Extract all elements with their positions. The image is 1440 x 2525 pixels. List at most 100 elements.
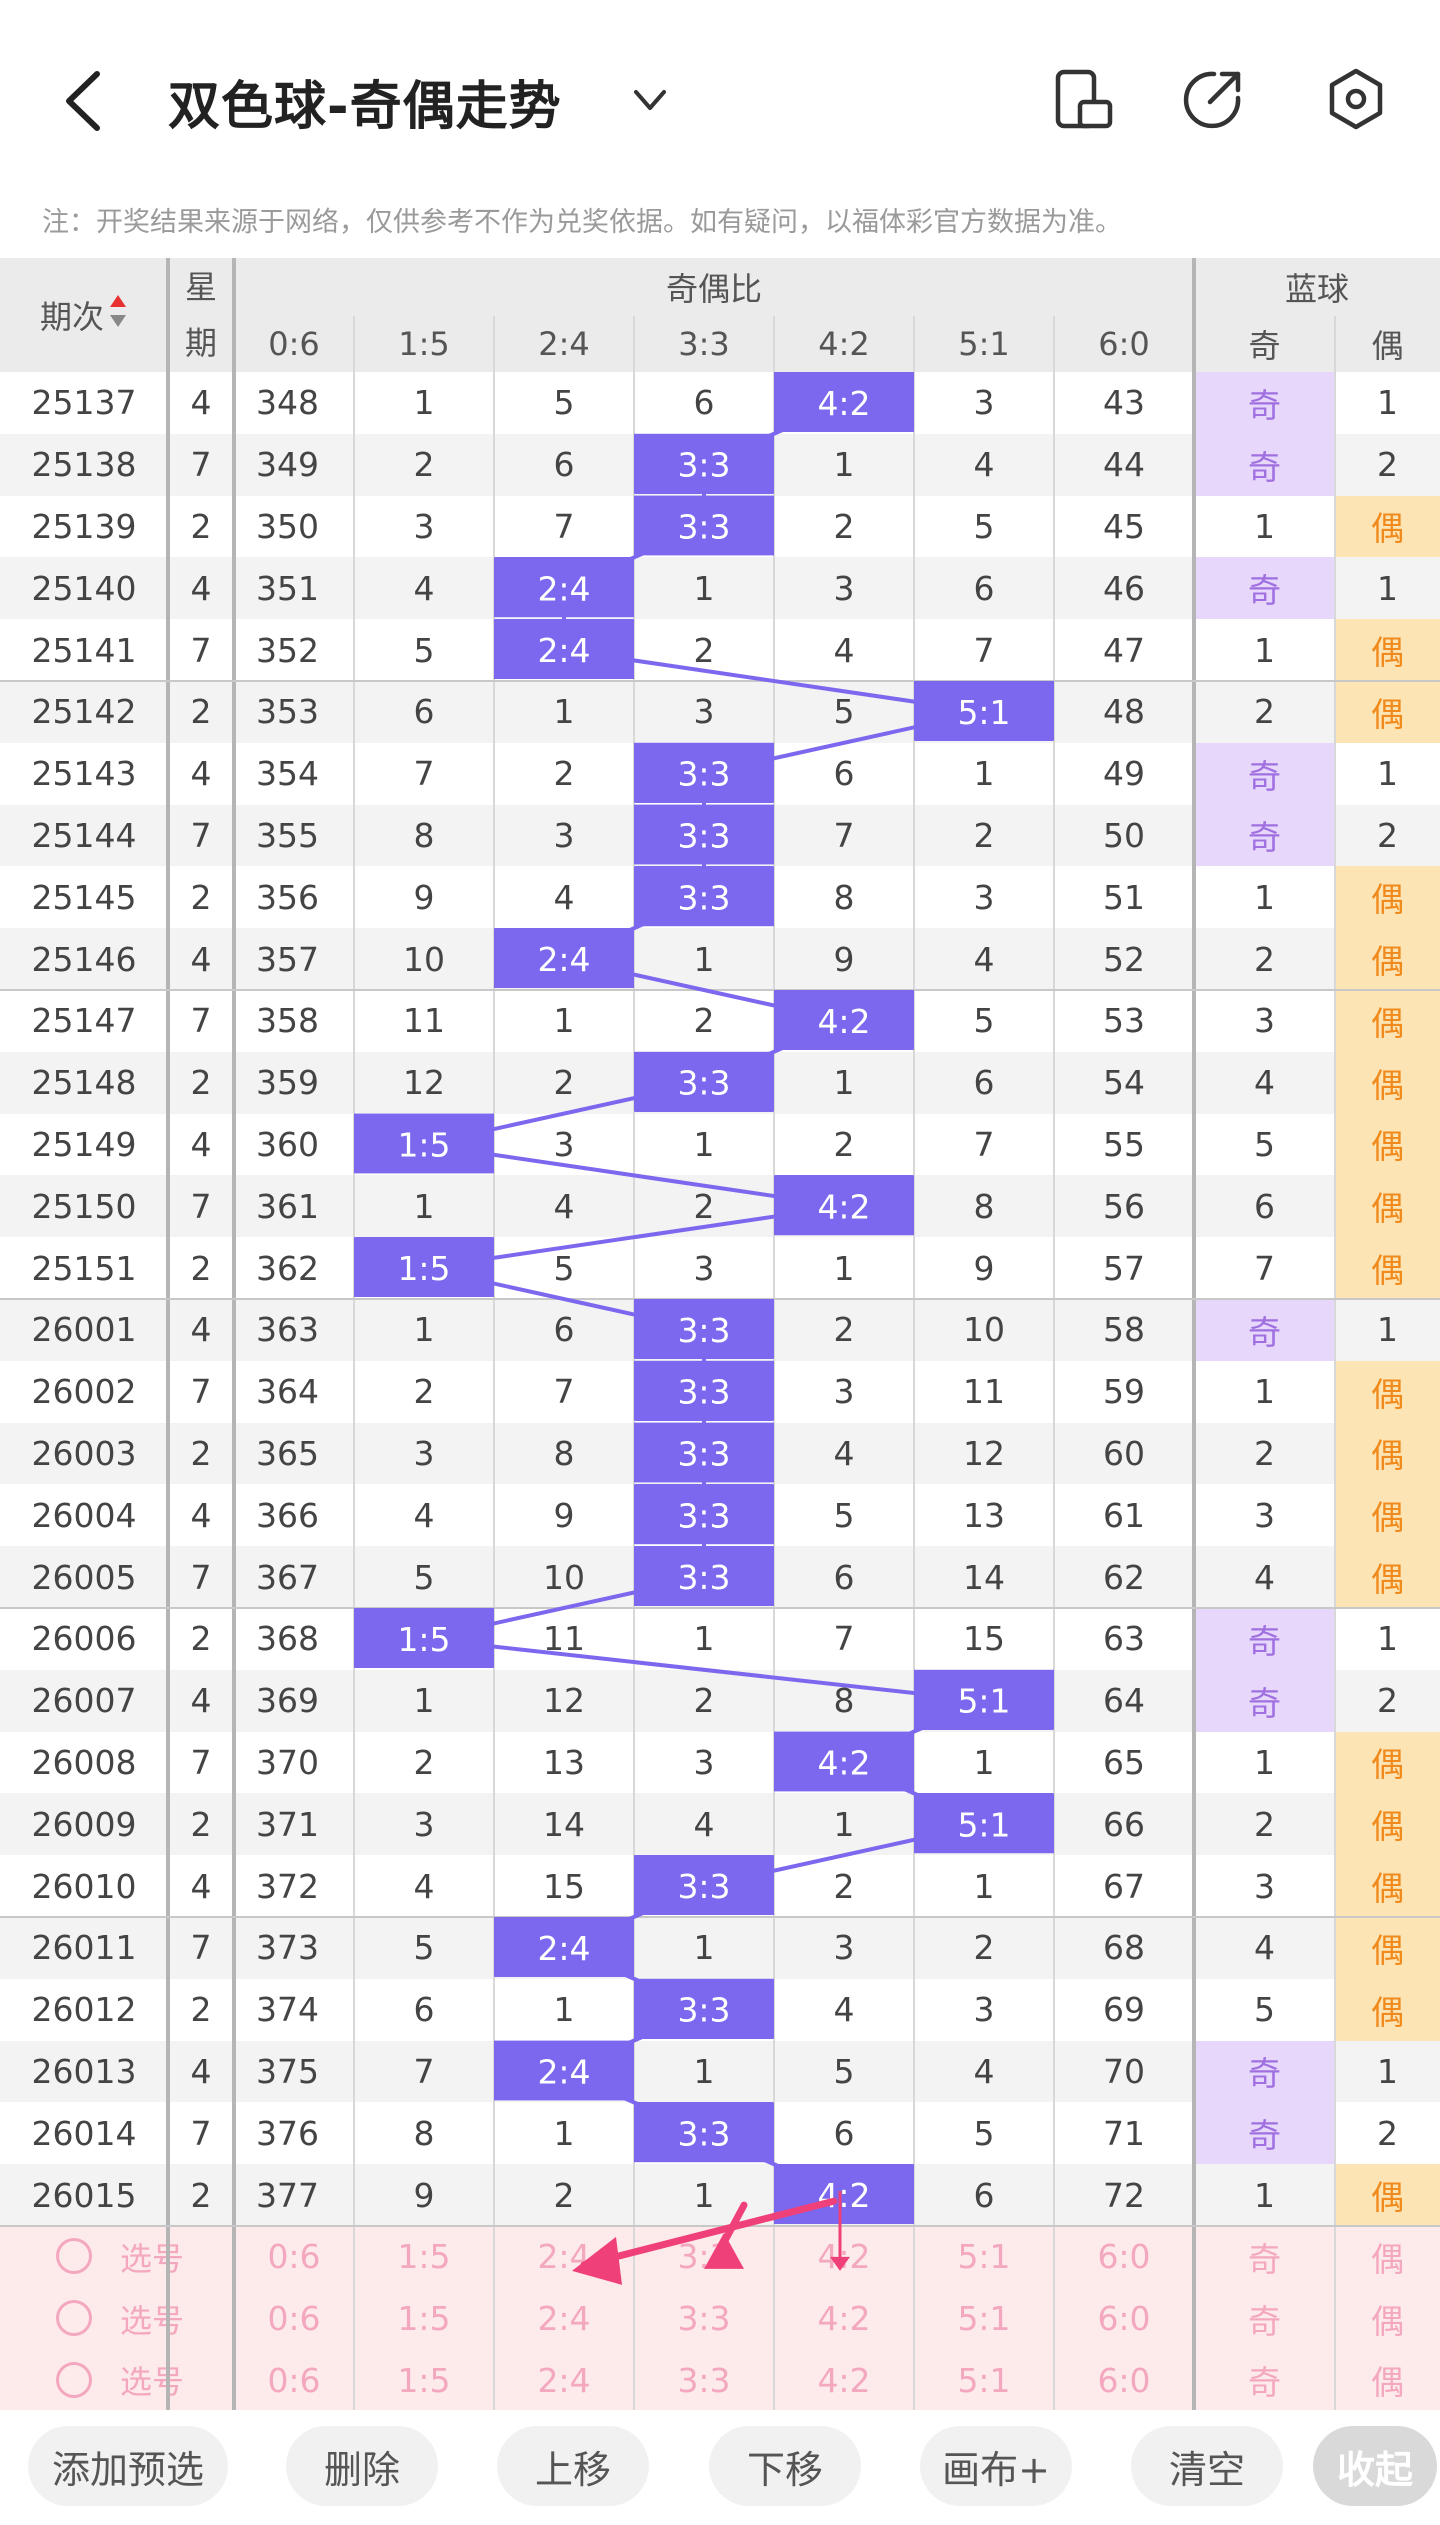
add-preselect-button[interactable]: 添加预选: [28, 2426, 228, 2506]
pick-radio-icon[interactable]: [56, 2361, 92, 2398]
week-cell: 4: [190, 2051, 212, 2091]
share-icon[interactable]: [1180, 66, 1246, 132]
pick-ratio-option[interactable]: 0:6: [267, 2360, 321, 2400]
ratio-cell: 53: [1103, 1001, 1145, 1041]
pick-ratio-option[interactable]: 1:5: [397, 2237, 451, 2277]
pick-ratio-option[interactable]: 1:5: [397, 2299, 451, 2339]
blue-cell: 奇: [1194, 557, 1335, 620]
header-issue[interactable]: 期次: [0, 258, 168, 372]
week-cell: 4: [190, 1866, 212, 1906]
pick-ratio-option[interactable]: 2:4: [537, 2237, 591, 2277]
delete-button[interactable]: 删除: [286, 2426, 438, 2506]
issue-cell: 26004: [31, 1495, 137, 1535]
settings-icon[interactable]: [1323, 66, 1389, 132]
ratio-cell: 6: [833, 2113, 855, 2153]
pick-ratio-option[interactable]: 3:3: [677, 2299, 731, 2339]
ratio-cell: 8: [553, 1433, 575, 1473]
clear-button[interactable]: 清空: [1131, 2426, 1283, 2506]
pick-ratio-option[interactable]: 5:1: [957, 2237, 1011, 2277]
ratio-cell: 46: [1103, 568, 1145, 608]
blue-cell: 2: [1254, 1804, 1275, 1844]
week-cell: 7: [190, 630, 212, 670]
blue-cell: 偶: [1335, 1360, 1440, 1423]
ratio-highlight-cell: 3:3: [634, 1051, 774, 1112]
pick-ratio-option[interactable]: 6:0: [1097, 2360, 1151, 2400]
header-blue-1: 偶: [1335, 316, 1440, 372]
ratio-cell: 4: [973, 939, 995, 979]
pick-ratio-option[interactable]: 0:6: [267, 2237, 321, 2277]
pick-ratio-option[interactable]: 6:0: [1097, 2237, 1151, 2277]
ratio-cell: 358: [256, 1001, 319, 1041]
ratio-cell: 350: [256, 506, 319, 546]
ratio-cell: 12: [963, 1433, 1005, 1473]
pick-blue-option[interactable]: 奇: [1248, 2239, 1281, 2279]
ratio-highlight-cell: 4:2: [774, 372, 914, 432]
pick-radio-icon[interactable]: [56, 2238, 92, 2274]
pick-blue-option[interactable]: 偶: [1371, 2301, 1404, 2341]
sort-icon[interactable]: [108, 293, 128, 337]
pick-ratio-option[interactable]: 2:4: [537, 2360, 591, 2400]
pick-ratio-option[interactable]: 1:5: [397, 2360, 451, 2400]
ratio-cell: 4: [553, 877, 575, 917]
week-cell: 2: [190, 877, 212, 917]
week-cell: 2: [190, 1248, 212, 1288]
pick-ratio-option[interactable]: 0:6: [267, 2299, 321, 2339]
collapse-button[interactable]: 收起: [1313, 2426, 1437, 2506]
page-title[interactable]: 双色球-奇偶走势: [168, 77, 562, 137]
week-cell: 7: [190, 1001, 212, 1041]
canvas-plus-button[interactable]: 画布+: [920, 2426, 1072, 2506]
week-cell: 4: [190, 754, 212, 794]
pick-ratio-option[interactable]: 6:0: [1097, 2299, 1151, 2339]
week-cell: 7: [190, 1557, 212, 1597]
week-cell: 2: [190, 692, 212, 732]
ratio-highlight-cell: 3:3: [634, 1299, 774, 1359]
ratio-highlight-cell: 3:3: [634, 1360, 774, 1421]
ratio-cell: 3: [833, 1928, 855, 1968]
ratio-cell: 2: [413, 445, 435, 485]
ratio-cell: 1: [413, 1681, 435, 1721]
pick-ratio-option[interactable]: 4:2: [817, 2360, 871, 2400]
back-arrow-icon[interactable]: [55, 68, 115, 134]
move-down-button[interactable]: 下移: [709, 2426, 861, 2506]
pick-ratio-option[interactable]: 4:2: [817, 2299, 871, 2339]
ratio-cell: 6: [833, 1557, 855, 1597]
pick-ratio-option[interactable]: 3:3: [677, 2237, 731, 2277]
pick-blue-option[interactable]: 奇: [1248, 2301, 1281, 2341]
pick-ratio-option[interactable]: 2:4: [537, 2299, 591, 2339]
blue-cell: 偶: [1335, 1793, 1440, 1856]
ratio-cell: 353: [256, 692, 319, 732]
ratio-cell: 361: [256, 1186, 319, 1226]
issue-cell: 26013: [31, 2051, 137, 2091]
phone-rotate-icon[interactable]: [1050, 66, 1116, 132]
chevron-down-icon[interactable]: [630, 80, 670, 120]
blue-cell: 偶: [1335, 1978, 1440, 2041]
pick-radio-icon[interactable]: [56, 2299, 92, 2336]
ratio-cell: 57: [1103, 1248, 1145, 1288]
pick-ratio-option[interactable]: 5:1: [957, 2299, 1011, 2339]
move-up-button[interactable]: 上移: [497, 2426, 649, 2506]
ratio-highlight-cell: 5:1: [914, 1669, 1054, 1730]
ratio-cell: 6: [413, 1990, 435, 2030]
week-cell: 4: [190, 939, 212, 979]
issue-cell: 25151: [31, 1248, 137, 1288]
blue-cell: 2: [1377, 1681, 1398, 1721]
pick-blue-option[interactable]: 奇: [1248, 2363, 1281, 2403]
ratio-highlight-cell: 4:2: [774, 990, 914, 1050]
pick-blue-option[interactable]: 偶: [1371, 2239, 1404, 2279]
ratio-cell: 3: [973, 877, 995, 917]
pick-blue-option[interactable]: 偶: [1371, 2363, 1404, 2403]
pick-ratio-option[interactable]: 3:3: [677, 2360, 731, 2400]
week-cell: 7: [190, 1186, 212, 1226]
ratio-cell: 6: [553, 445, 575, 485]
ratio-cell: 367: [256, 1557, 319, 1597]
ratio-highlight-cell: 2:4: [494, 2040, 634, 2101]
ratio-cell: 354: [256, 754, 319, 794]
blue-cell: 4: [1254, 1063, 1275, 1103]
ratio-cell: 44: [1103, 445, 1145, 485]
blue-cell: 偶: [1335, 1917, 1440, 1979]
pick-ratio-option[interactable]: 4:2: [817, 2237, 871, 2277]
ratio-cell: 3: [413, 506, 435, 546]
ratio-cell: 357: [256, 939, 319, 979]
pick-ratio-option[interactable]: 5:1: [957, 2360, 1011, 2400]
week-cell: 4: [190, 1681, 212, 1721]
